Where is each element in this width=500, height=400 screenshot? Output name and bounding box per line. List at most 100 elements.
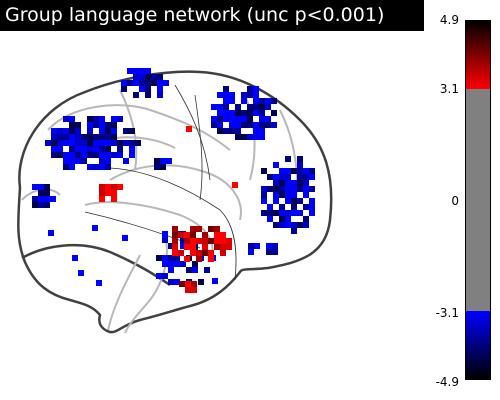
temporal-lobe-edge	[21, 243, 171, 287]
activation-voxel	[285, 168, 291, 174]
activation-voxel	[220, 232, 226, 238]
activation-voxel	[154, 158, 160, 164]
activation-voxel	[303, 204, 309, 210]
activation-voxel	[285, 198, 291, 204]
activation-voxel	[196, 250, 202, 256]
activation-voxel	[32, 196, 38, 202]
activation-voxel	[51, 134, 57, 140]
activation-voxel	[133, 74, 139, 80]
activation-voxel	[223, 110, 229, 116]
activation-voxel	[87, 152, 93, 158]
activation-voxel	[309, 186, 315, 192]
activation-voxel	[75, 152, 81, 158]
activation-voxel	[75, 158, 81, 164]
activation-voxel	[105, 184, 111, 190]
activation-voxel	[303, 222, 309, 228]
activation-voxel	[63, 116, 69, 122]
activation-voxel	[105, 152, 111, 158]
activation-voxel	[259, 110, 265, 116]
activation-voxel	[253, 104, 259, 110]
activation-voxel	[285, 222, 291, 228]
activation-voxel	[303, 174, 309, 180]
activation-voxel	[273, 192, 279, 198]
activation-voxel	[57, 152, 63, 158]
activation-voxel	[179, 281, 185, 287]
activation-voxel	[211, 116, 217, 122]
activation-voxel	[111, 122, 117, 128]
activation-voxel	[105, 140, 111, 146]
activation-voxel	[87, 128, 93, 134]
activation-voxel	[105, 164, 111, 170]
activation-voxel	[111, 116, 117, 122]
activation-voxel	[273, 210, 279, 216]
activation-voxel	[174, 261, 180, 267]
activation-voxel	[57, 146, 63, 152]
colorbar	[465, 20, 491, 380]
activation-voxel	[241, 134, 247, 140]
activation-voxel	[198, 279, 204, 285]
activation-voxel	[160, 164, 166, 170]
activation-voxel	[309, 168, 315, 174]
activation-voxel	[192, 267, 198, 273]
activation-voxel	[75, 134, 81, 140]
activation-voxel	[75, 122, 81, 128]
activation-voxel	[297, 156, 303, 162]
activation-voxel	[186, 126, 192, 132]
activation-voxel	[121, 80, 127, 86]
activation-voxel	[226, 244, 232, 250]
activation-voxel	[259, 116, 265, 122]
activation-voxel	[217, 92, 223, 98]
activation-voxel	[248, 249, 254, 255]
activation-voxel	[162, 237, 168, 243]
activation-voxel	[184, 256, 190, 262]
activation-voxel	[133, 92, 139, 98]
activation-voxel	[267, 210, 273, 216]
activation-voxel	[266, 243, 272, 249]
activation-voxel	[168, 279, 174, 285]
activation-voxel	[248, 243, 254, 249]
activation-voxel	[202, 232, 208, 238]
activation-voxel	[162, 261, 168, 267]
activation-voxel	[93, 146, 99, 152]
activation-voxel	[303, 180, 309, 186]
activation-voxel	[81, 152, 87, 158]
activation-voxel	[259, 104, 265, 110]
activation-voxel	[235, 134, 241, 140]
activation-voxel	[184, 238, 190, 244]
activation-voxel	[99, 134, 105, 140]
activation-voxel	[51, 140, 57, 146]
activation-voxel	[93, 140, 99, 146]
activation-voxel	[279, 210, 285, 216]
activation-voxel	[174, 255, 180, 261]
activation-voxel	[208, 256, 214, 262]
activation-voxel	[69, 122, 75, 128]
activation-voxel	[297, 186, 303, 192]
activation-voxel	[139, 68, 145, 74]
activation-voxel	[157, 80, 163, 86]
activation-voxel	[93, 116, 99, 122]
activation-voxel	[172, 226, 178, 232]
activation-voxel	[229, 128, 235, 134]
activation-voxel	[279, 174, 285, 180]
colorbar-tick-max: 4.9	[439, 13, 459, 27]
activation-voxel	[265, 98, 271, 104]
activation-voxel	[44, 190, 50, 196]
activation-voxel	[135, 140, 141, 146]
activation-voxel	[172, 238, 178, 244]
activation-voxel	[133, 80, 139, 86]
activation-voxel	[75, 128, 81, 134]
activation-voxel	[235, 128, 241, 134]
activation-voxel	[202, 238, 208, 244]
colorbar-tick-zero: 0	[451, 194, 459, 208]
activation-voxel	[235, 116, 241, 122]
activation-voxel	[185, 287, 191, 293]
activation-voxel	[214, 244, 220, 250]
activation-voxel	[51, 146, 57, 152]
activation-voxel	[265, 104, 271, 110]
activation-voxel	[297, 168, 303, 174]
activation-voxel	[265, 122, 271, 128]
activation-voxel	[190, 232, 196, 238]
activation-voxel	[63, 152, 69, 158]
activation-voxel	[99, 122, 105, 128]
activation-voxel	[285, 192, 291, 198]
